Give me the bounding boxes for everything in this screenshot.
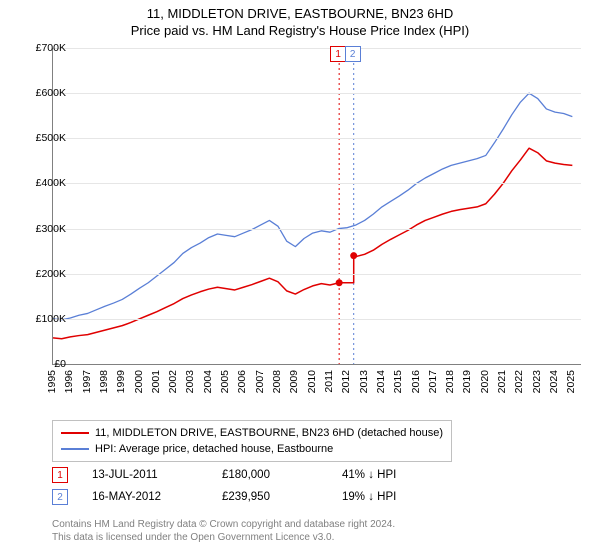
y-axis-label: £300K [16,223,66,235]
transaction-marker: 1 [52,467,68,483]
chart-container: 11, MIDDLETON DRIVE, EASTBOURNE, BN23 6H… [0,0,600,560]
x-axis-label: 2001 [150,370,162,393]
licence-line2: This data is licensed under the Open Gov… [52,531,395,544]
x-axis-label: 2003 [184,370,196,393]
x-axis-label: 2002 [167,370,179,393]
licence-line1: Contains HM Land Registry data © Crown c… [52,518,395,531]
x-axis-label: 2000 [133,370,145,393]
x-axis-label: 2021 [496,370,508,393]
transactions-table: 1 13-JUL-2011£180,00041% ↓ HPI 2 16-MAY-201… [52,464,396,508]
x-axis-label: 1996 [63,370,75,393]
sale-marker-label: 2 [345,46,361,62]
x-axis-label: 1998 [98,370,110,393]
x-axis-label: 1995 [46,370,58,393]
x-axis-label: 2019 [461,370,473,393]
chart-title-line1: 11, MIDDLETON DRIVE, EASTBOURNE, BN23 6H… [0,0,600,21]
x-axis-label: 2015 [392,370,404,393]
y-axis-label: £500K [16,132,66,144]
x-axis-label: 2017 [427,370,439,393]
x-axis-label: 2010 [306,370,318,393]
x-axis-label: 2008 [271,370,283,393]
x-axis-label: 2018 [444,370,456,393]
x-axis-label: 2014 [375,370,387,393]
transaction-row: 1 13-JUL-2011£180,00041% ↓ HPI [52,464,396,486]
x-axis-label: 1999 [115,370,127,393]
x-axis-label: 2020 [479,370,491,393]
transaction-delta: 41% ↓ HPI [342,469,396,481]
transaction-marker: 2 [52,489,68,505]
legend-label: 11, MIDDLETON DRIVE, EASTBOURNE, BN23 6H… [95,425,443,441]
transaction-delta: 19% ↓ HPI [342,491,396,503]
legend-box: 11, MIDDLETON DRIVE, EASTBOURNE, BN23 6H… [52,420,452,462]
x-axis-label: 2016 [410,370,422,393]
transaction-price: £239,950 [222,491,342,503]
y-axis-label: £700K [16,42,66,54]
y-axis-label: £0 [16,358,66,370]
x-axis-label: 2025 [565,370,577,393]
plot-area [52,48,581,365]
x-axis-label: 1997 [81,370,93,393]
x-axis-label: 2012 [340,370,352,393]
x-axis-label: 2013 [358,370,370,393]
y-axis-label: £600K [16,87,66,99]
x-axis-label: 2004 [202,370,214,393]
licence-text: Contains HM Land Registry data © Crown c… [52,518,395,544]
transaction-price: £180,000 [222,469,342,481]
x-axis-label: 2011 [323,370,335,393]
chart-svg [53,48,581,364]
x-axis-label: 2024 [548,370,560,393]
y-axis-label: £400K [16,177,66,189]
x-axis-label: 2006 [236,370,248,393]
x-axis-label: 2007 [254,370,266,393]
transaction-row: 2 16-MAY-2012£239,95019% ↓ HPI [52,486,396,508]
x-axis-label: 2023 [531,370,543,393]
x-axis-label: 2005 [219,370,231,393]
x-axis-label: 2009 [288,370,300,393]
transaction-date: 13-JUL-2011 [92,469,222,481]
chart-title-line2: Price paid vs. HM Land Registry's House … [0,21,600,38]
legend-label: HPI: Average price, detached house, East… [95,441,333,457]
x-axis-label: 2022 [513,370,525,393]
transaction-date: 16-MAY-2012 [92,491,222,503]
legend-item: 11, MIDDLETON DRIVE, EASTBOURNE, BN23 6H… [61,425,443,441]
legend-item: HPI: Average price, detached house, East… [61,441,443,457]
y-axis-label: £200K [16,268,66,280]
y-axis-label: £100K [16,313,66,325]
